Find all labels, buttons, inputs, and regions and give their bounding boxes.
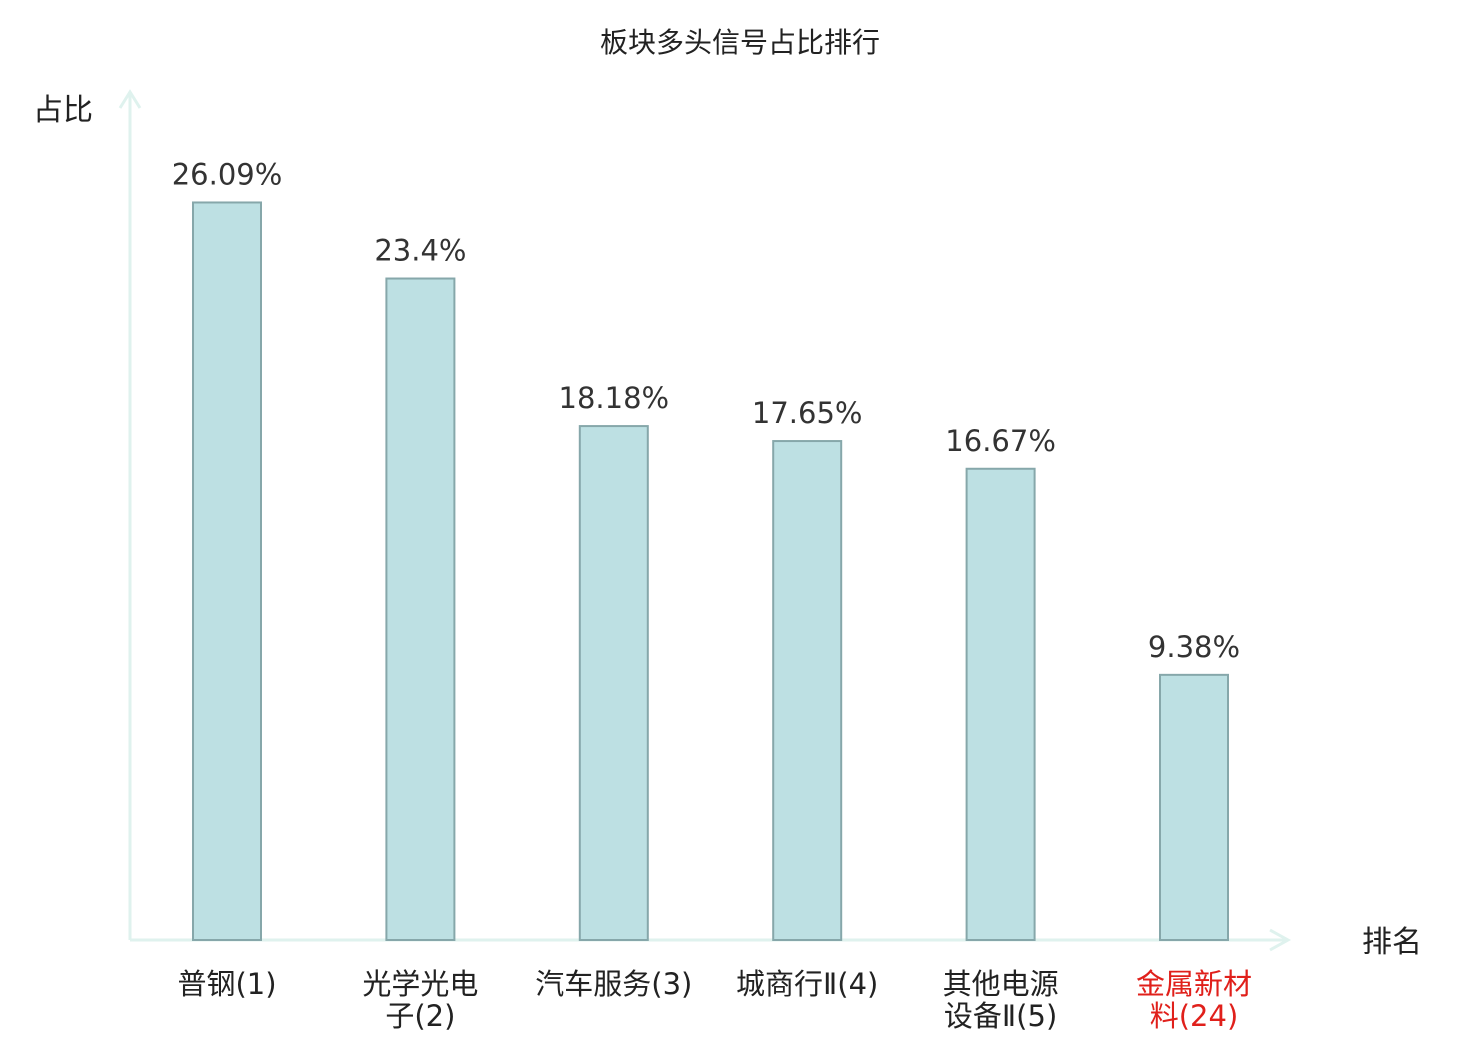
y-axis-label: 占比	[33, 93, 93, 128]
bar-value-label: 26.09%	[172, 157, 283, 191]
bar	[1159, 673, 1229, 941]
x-axis-arrow	[1269, 928, 1292, 952]
bar	[578, 425, 649, 941]
bar	[772, 440, 843, 941]
category-label: 金属新材	[1136, 967, 1252, 1001]
category-label: 光学光电	[362, 967, 478, 1001]
x-axis-label: 排名	[1362, 925, 1422, 960]
category-label: 料(24)	[1150, 999, 1239, 1033]
category-label: 子(2)	[385, 999, 455, 1033]
bar	[385, 277, 456, 941]
value-labels: 26.09% 23.4% 18.18% 17.65% 16.67% 9.38%	[172, 157, 1240, 663]
bar	[192, 201, 262, 941]
bar-value-label: 23.4%	[374, 234, 466, 268]
chart-title: 板块多头信号占比排行	[600, 26, 880, 59]
category-label: 设备Ⅱ(5)	[944, 999, 1057, 1033]
bars	[192, 201, 1229, 941]
bar-value-label: 9.38%	[1148, 630, 1240, 664]
y-axis-arrow	[118, 89, 142, 109]
bar	[965, 467, 1036, 941]
category-label: 普钢(1)	[177, 967, 276, 1001]
category-label: 城商行Ⅱ(4)	[736, 967, 878, 1001]
category-label: 汽车服务(3)	[535, 967, 692, 1001]
bar-value-label: 17.65%	[752, 396, 863, 430]
category-label: 其他电源	[943, 967, 1059, 1001]
bar-value-label: 16.67%	[945, 424, 1056, 458]
bar-value-label: 18.18%	[559, 381, 670, 415]
